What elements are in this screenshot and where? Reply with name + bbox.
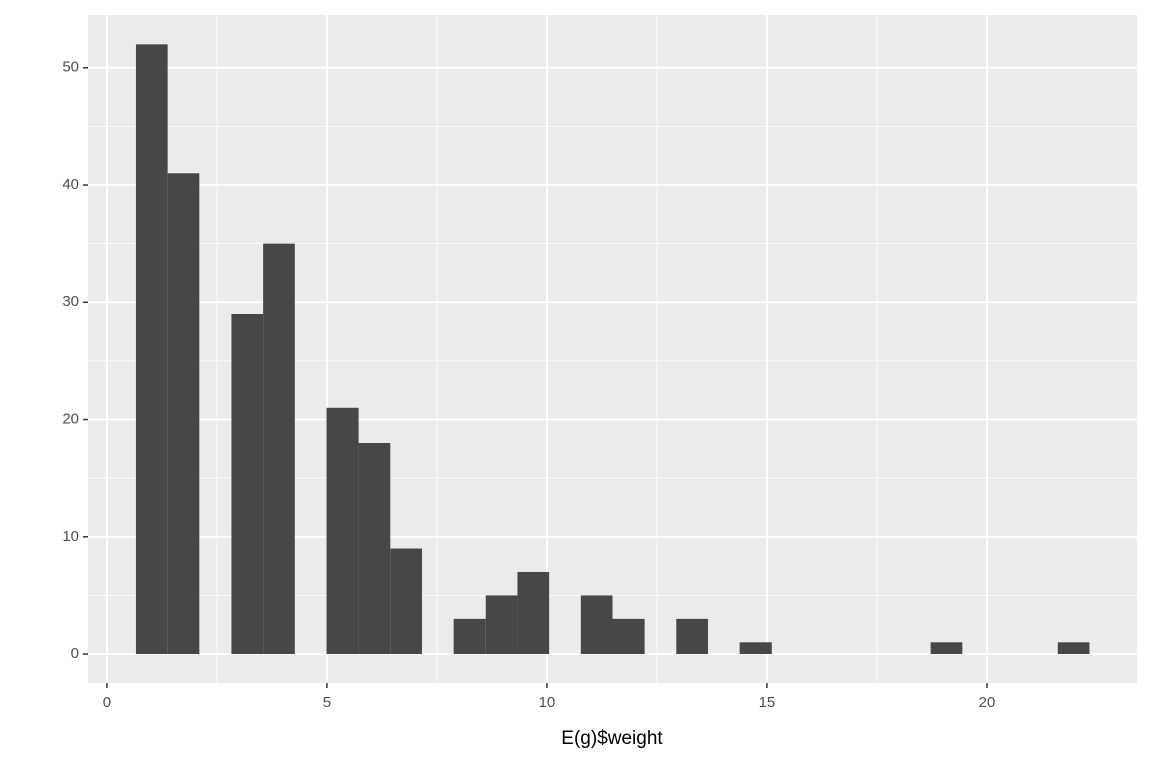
y-tick-label: 20 — [62, 410, 79, 427]
x-axis-title: E(g)$weight — [561, 728, 663, 749]
x-tick-label: 15 — [759, 694, 776, 711]
bar — [326, 407, 359, 655]
y-tick-label: 10 — [62, 528, 79, 545]
bar — [485, 595, 518, 655]
y-tick-label: 30 — [62, 293, 79, 310]
bar — [231, 313, 264, 655]
y-tick-label: 40 — [62, 176, 79, 193]
bar — [517, 571, 550, 655]
bar — [358, 442, 391, 655]
bar — [167, 173, 200, 655]
bar — [930, 642, 963, 655]
bar — [580, 595, 613, 655]
y-tick-label: 0 — [71, 645, 79, 662]
bar — [676, 618, 708, 655]
bar — [612, 618, 645, 655]
x-tick-label: 20 — [979, 694, 996, 711]
x-tick-label: 5 — [323, 694, 331, 711]
y-tick-label: 50 — [62, 59, 79, 76]
x-tick-label: 10 — [539, 694, 556, 711]
bar — [135, 44, 168, 655]
bar — [390, 548, 422, 655]
bar — [263, 243, 295, 655]
x-tick-label: 0 — [103, 694, 111, 711]
bar — [1057, 642, 1090, 655]
bar — [739, 642, 772, 655]
bar — [453, 618, 486, 655]
